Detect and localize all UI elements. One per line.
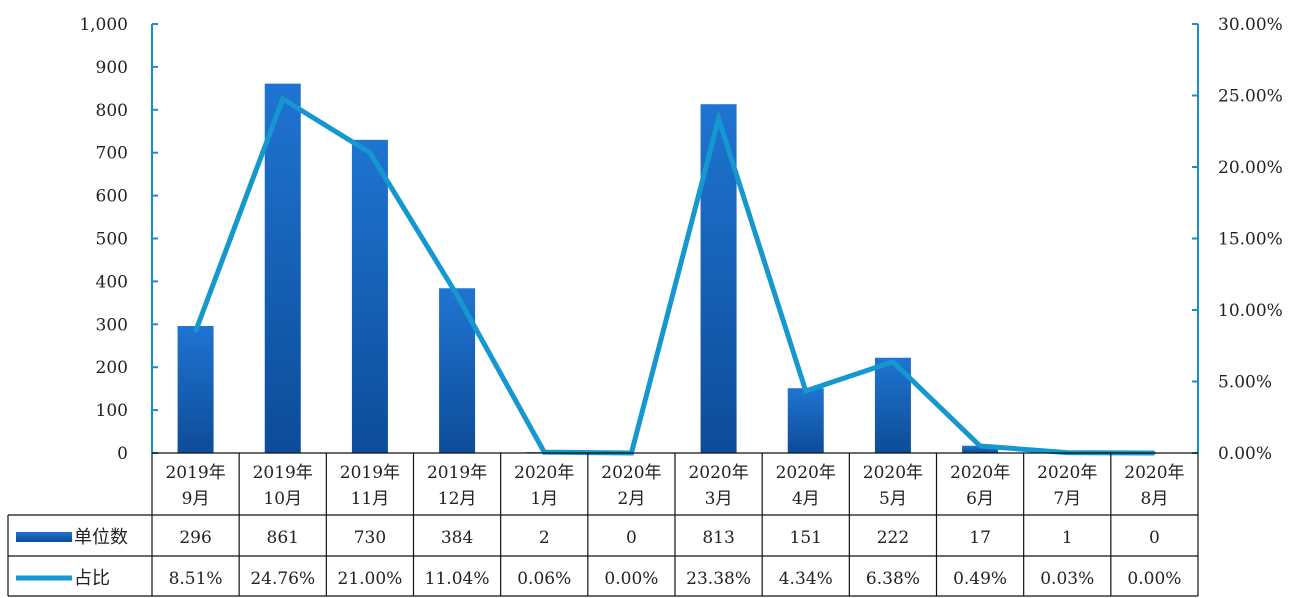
line-point	[368, 151, 372, 155]
right-tick-label: 20.00%	[1218, 158, 1283, 178]
bar-value-cell: 151	[790, 528, 822, 548]
legend-bar-label: 单位数	[74, 527, 128, 548]
bar-value-cell: 296	[179, 528, 211, 548]
left-tick-label: 400	[96, 272, 128, 292]
line-point	[891, 360, 895, 364]
line-value-cell: 21.00%	[338, 569, 403, 589]
line-point	[804, 389, 808, 393]
category-label-month: 8月	[1141, 489, 1169, 509]
bar-value-cell: 384	[441, 528, 473, 548]
bar	[962, 445, 999, 453]
bar-value-cell: 1	[1062, 528, 1073, 548]
line-point	[717, 117, 721, 121]
line-point	[978, 444, 982, 448]
right-tick-label: 0.00%	[1218, 444, 1272, 464]
category-label-year: 2019年	[340, 463, 400, 483]
left-tick-label: 500	[96, 230, 128, 250]
category-label-month: 7月	[1053, 489, 1081, 509]
right-tick-label: 5.00%	[1218, 373, 1272, 393]
line-value-cell: 24.76%	[250, 569, 315, 589]
category-label-year: 2020年	[950, 463, 1010, 483]
category-label-month: 6月	[966, 489, 994, 509]
right-tick-label: 15.00%	[1218, 230, 1283, 250]
line-value-cell: 0.06%	[517, 569, 571, 589]
line-value-cell: 0.03%	[1040, 569, 1094, 589]
line-value-cell: 6.38%	[866, 569, 920, 589]
category-label-year: 2019年	[253, 463, 313, 483]
category-label-year: 2020年	[1124, 463, 1184, 483]
bar-series	[177, 83, 1086, 454]
category-label-month: 11月	[351, 489, 390, 509]
bar-value-cell: 222	[877, 528, 909, 548]
line-value-cell: 4.34%	[779, 569, 833, 589]
category-label-month: 4月	[792, 489, 820, 509]
bar	[264, 83, 301, 454]
category-label-year: 2020年	[688, 463, 748, 483]
right-y-axis: 0.00% 5.00% 10.00% 15.00% 20.00% 25.00% 30.00%	[1192, 15, 1283, 464]
bar	[177, 326, 214, 453]
category-label-month: 1月	[530, 489, 558, 509]
legend-line-label: 占比	[74, 568, 110, 589]
category-label-year: 2020年	[514, 463, 574, 483]
category-label-year: 2020年	[601, 463, 661, 483]
left-tick-label: 900	[96, 58, 128, 78]
bar	[787, 388, 824, 453]
line-value-cell: 0.00%	[1127, 569, 1181, 589]
category-label-month: 10月	[263, 489, 302, 509]
category-label-month: 2月	[618, 489, 646, 509]
line-value-cell: 23.38%	[686, 569, 751, 589]
bar-value-cell: 2	[539, 528, 550, 548]
left-tick-label: 600	[96, 187, 128, 207]
category-label-year: 2020年	[1037, 463, 1097, 483]
category-label-month: 9月	[182, 489, 210, 509]
line-series	[193, 95, 1156, 456]
left-y-axis: 0 100 200 300 400 500 600 700 800 900 1,000	[79, 15, 158, 464]
category-label-year: 2019年	[427, 463, 487, 483]
category-label-month: 5月	[879, 489, 907, 509]
left-tick-label: 800	[96, 101, 128, 121]
left-tick-label: 100	[96, 401, 128, 421]
line-value-cell: 0.00%	[604, 569, 658, 589]
line-value-cell: 0.49%	[953, 569, 1007, 589]
line-point	[281, 97, 285, 101]
bar-value-cell: 730	[354, 528, 386, 548]
category-label-month: 3月	[705, 489, 733, 509]
right-tick-label: 30.00%	[1218, 15, 1283, 35]
left-tick-label: 0	[117, 444, 128, 464]
left-tick-label: 200	[96, 358, 128, 378]
right-tick-label: 10.00%	[1218, 301, 1283, 321]
line-point	[194, 329, 198, 333]
category-label-month: 12月	[438, 489, 477, 509]
category-label-year: 2019年	[165, 463, 225, 483]
category-label-year: 2020年	[863, 463, 923, 483]
left-tick-label: 1,000	[79, 15, 128, 35]
bar-value-cell: 861	[267, 528, 299, 548]
bar-value-cell: 0	[1149, 528, 1160, 548]
data-table: 2019年9月2019年10月2019年11月2019年12月2020年1月20…	[7, 452, 1199, 597]
left-tick-label: 700	[96, 144, 128, 164]
legend-bar-swatch	[16, 532, 72, 542]
bar-value-cell: 0	[626, 528, 637, 548]
right-tick-label: 25.00%	[1218, 87, 1283, 107]
category-label-year: 2020年	[776, 463, 836, 483]
left-tick-label: 300	[96, 315, 128, 335]
bar	[351, 139, 388, 453]
bar-value-cell: 17	[969, 528, 991, 548]
line-path	[193, 95, 1155, 456]
line-point	[455, 293, 459, 297]
line-value-cell: 11.04%	[425, 569, 490, 589]
line-value-cell: 8.51%	[169, 569, 223, 589]
bar-value-cell: 813	[702, 528, 734, 548]
